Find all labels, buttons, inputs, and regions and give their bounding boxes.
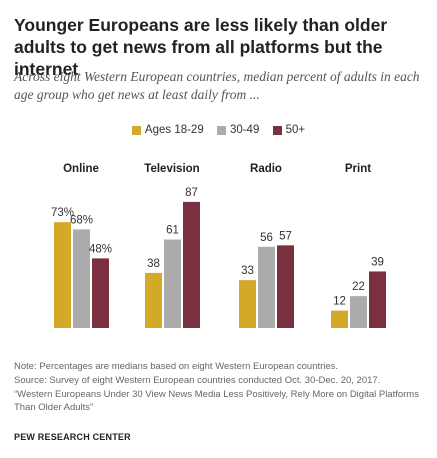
footnote-report: “Western Europeans Under 30 View News Me… — [14, 389, 419, 413]
bar-print-ages-18-29 — [331, 310, 348, 328]
data-label-radio-ages-18-29: 33 — [241, 265, 254, 277]
legend-item-30-49: 30-49 — [216, 124, 260, 136]
bar-television-ages-18-29 — [145, 272, 162, 328]
bar-chart: 73%68% 48% 38 61 87 33 56 57 12 22 39 — [51, 187, 386, 328]
legend-swatch-ages-18-29 — [131, 125, 141, 135]
data-label-online-ages-18-29: 73% — [51, 207, 74, 219]
bar-radio-30-49 — [258, 246, 275, 328]
legend-item-50-plus: 50+ — [272, 124, 306, 136]
legend-item-ages-18-29: Ages 18-29 — [131, 124, 204, 136]
legend-swatch-30-49 — [216, 125, 226, 135]
data-label-radio-30-49: 56 — [260, 232, 273, 244]
data-label-online-50-plus: 48% — [89, 243, 112, 255]
bar-television-30-49 — [164, 239, 181, 328]
legend-swatch-50-plus — [272, 125, 282, 135]
data-label-online-30-49: 68% — [70, 214, 93, 226]
data-label-television-ages-18-29: 38 — [147, 258, 160, 270]
chart-title: Younger Europeans are less likely than o… — [14, 15, 388, 79]
bar-radio-50-plus — [277, 245, 294, 328]
bar-radio-ages-18-29 — [239, 280, 256, 328]
legend: Ages 18-29 30-49 50+ — [0, 124, 437, 138]
data-label-television-50-plus: 87 — [185, 187, 198, 199]
bar-online-30-49 — [73, 229, 90, 328]
bar-online-50-plus — [92, 258, 109, 328]
bar-print-30-49 — [350, 296, 367, 328]
data-label-print-30-49: 22 — [352, 281, 365, 293]
chart-subtitle: Across eight Western European countries,… — [14, 69, 420, 102]
data-label-print-ages-18-29: 12 — [333, 296, 346, 308]
bar-print-50-plus — [369, 271, 386, 328]
legend-label-30-49: 30-49 — [229, 124, 260, 136]
legend-label-ages-18-29: Ages 18-29 — [144, 124, 204, 136]
bar-online-ages-18-29 — [54, 222, 71, 328]
category-label-print: Print — [344, 163, 372, 175]
bar-television-50-plus — [183, 201, 200, 328]
category-label-radio: Radio — [250, 163, 282, 175]
data-label-print-50-plus: 39 — [371, 256, 384, 268]
data-label-radio-50-plus: 57 — [279, 230, 292, 242]
category-label-online: Online — [63, 163, 99, 175]
legend-label-50-plus: 50+ — [285, 124, 306, 136]
footnote-source: Source: Survey of eight Western European… — [14, 375, 381, 386]
category-label-television: Television — [144, 163, 200, 175]
data-label-television-30-49: 61 — [166, 225, 179, 237]
pew-research-center-logo: PEW RESEARCH CENTER — [14, 432, 131, 442]
footnote-note: Note: Percentages are medians based on e… — [14, 361, 339, 372]
